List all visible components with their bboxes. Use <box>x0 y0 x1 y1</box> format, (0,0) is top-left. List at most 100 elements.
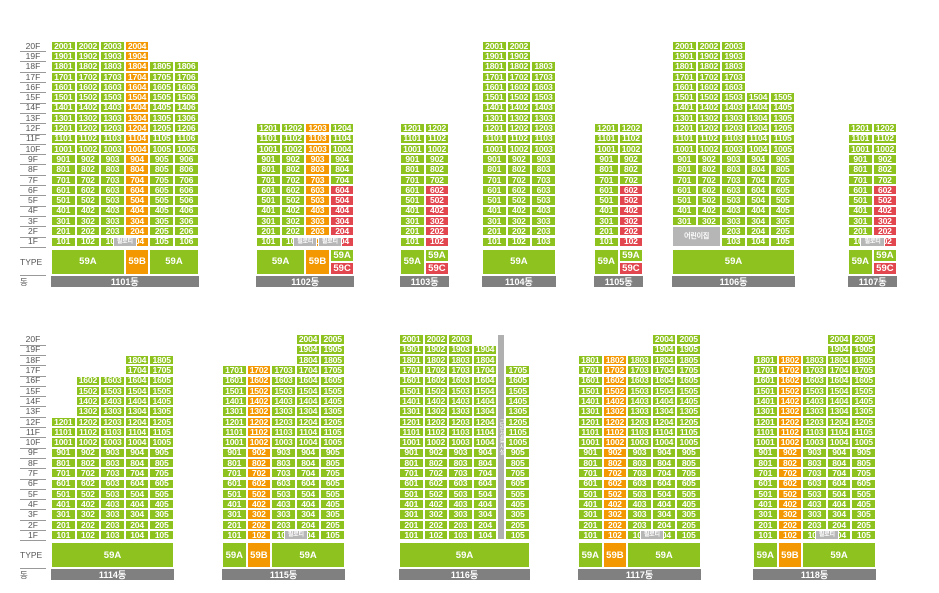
unit-cell: 502 <box>696 195 722 206</box>
unit-cell: 2005 <box>320 334 345 345</box>
unit-cell: 401 <box>51 205 76 216</box>
unit-cell: 502 <box>280 195 306 206</box>
unit-cell: 1305 <box>149 406 174 417</box>
unit-cell: 1705 <box>149 365 174 376</box>
unit-cell: 701 <box>594 174 619 185</box>
unit-cell: 1101 <box>482 133 507 144</box>
unit-cell: 202 <box>75 519 101 530</box>
unit-cell: 401 <box>753 499 778 510</box>
unit-cell: 1602 <box>506 82 532 93</box>
unit-cell: 1503 <box>531 92 556 103</box>
unit-cell: 604 <box>329 185 355 196</box>
type-cell: 59B <box>246 542 272 569</box>
unit-cell: 1002 <box>75 437 101 448</box>
unit-cell: 1001 <box>222 437 247 448</box>
unit-cell: 1603 <box>531 82 556 93</box>
unit-cell: 103 <box>531 236 556 247</box>
unit-cell: 1004 <box>472 437 498 448</box>
floor-label: 19F <box>25 344 41 355</box>
unit-cell: 703 <box>802 468 827 479</box>
unit-cell: 402 <box>280 205 306 216</box>
unit-cell: 1104 <box>745 133 771 144</box>
unit-cell: 1705 <box>320 365 345 376</box>
unit-cell: 703 <box>271 468 296 479</box>
building-name-bar: 1103동 <box>400 275 450 287</box>
unit-cell: 402 <box>423 499 449 510</box>
floor-label: 4F <box>28 205 38 216</box>
unit-cell: 1002 <box>75 143 101 155</box>
unit-cell: 402 <box>872 205 898 216</box>
unit-cell: 1304 <box>472 406 498 417</box>
unit-cell: 706 <box>174 174 199 185</box>
unit-cell: 1304 <box>295 406 321 417</box>
unit-cell: 1302 <box>696 112 722 124</box>
unit-cell: 1405 <box>676 396 701 407</box>
unit-cell: 602 <box>246 478 272 489</box>
unit-cell: 1004 <box>826 437 852 448</box>
unit-cell: 1101 <box>51 133 76 144</box>
unit-cell: 201 <box>578 519 603 530</box>
floor-label: 2F <box>28 226 38 237</box>
unit-cell: 1003 <box>271 437 296 448</box>
floor-divider <box>20 509 46 511</box>
unit-cell: 1803 <box>531 61 556 72</box>
unit-cell: 901 <box>51 447 76 458</box>
unit-cell: 1404 <box>124 396 150 407</box>
unit-cell: 1202 <box>246 416 272 427</box>
unit-cell: 1102 <box>506 133 532 144</box>
unit-cell: 304 <box>295 509 321 520</box>
unit-cell: 201 <box>51 226 76 237</box>
unit-cell: 1201 <box>400 123 425 134</box>
unit-cell: 1905 <box>676 344 701 355</box>
unit-cell: 701 <box>51 174 76 185</box>
unit-cell: 1506 <box>174 92 199 103</box>
floor-divider <box>20 133 46 135</box>
unit-cell: 1501 <box>578 385 603 397</box>
unit-cell: 702 <box>424 174 450 185</box>
unit-cell: 1402 <box>506 102 532 113</box>
unit-cell: 401 <box>578 499 603 510</box>
unit-cell: 2004 <box>826 334 852 345</box>
unit-cell: 1603 <box>802 375 827 386</box>
unit-cell: 1004 <box>295 437 321 448</box>
unit-cell: 701 <box>672 174 697 185</box>
unit-cell: 402 <box>424 205 450 216</box>
unit-cell: 1901 <box>672 51 697 62</box>
unit-cell: 2003 <box>448 334 473 345</box>
unit-cell: 301 <box>399 509 424 520</box>
unit-cell: 1003 <box>100 143 125 155</box>
unit-cell: 1002 <box>246 437 272 448</box>
unit-cell: 1305 <box>320 406 345 417</box>
floor-label: 6F <box>28 478 38 489</box>
unit-cell: 504 <box>745 195 771 206</box>
unit-cell: 1403 <box>721 102 746 113</box>
core-shaft: 근린생활시설 <box>497 334 506 541</box>
unit-cell: 201 <box>848 226 873 237</box>
unit-cell: 305 <box>770 215 795 227</box>
unit-cell: 1101 <box>753 427 778 438</box>
unit-cell: 1102 <box>75 133 101 144</box>
unit-cell: 1702 <box>75 71 101 82</box>
floor-divider <box>20 215 46 217</box>
unit-cell: 505 <box>676 488 701 500</box>
unit-cell: 501 <box>578 488 603 500</box>
unit-cell: 501 <box>51 488 76 500</box>
unit-cell: 702 <box>506 174 532 185</box>
unit-cell: 1505 <box>320 385 345 397</box>
unit-cell: 602 <box>602 478 628 489</box>
unit-cell: 1204 <box>124 416 150 427</box>
unit-cell: 502 <box>75 195 101 206</box>
floor-divider <box>20 185 46 186</box>
pilotis-marker: 필로티 <box>639 530 665 541</box>
unit-cell: 102 <box>602 530 628 541</box>
unit-cell: 1803 <box>802 354 827 366</box>
unit-cell: 1602 <box>246 375 272 386</box>
unit-cell: 901 <box>578 447 603 458</box>
unit-cell: 501 <box>256 195 281 206</box>
unit-cell: 202 <box>618 226 644 237</box>
floor-label: 8F <box>28 164 38 175</box>
unit-cell: 802 <box>777 457 803 469</box>
floor-divider <box>20 246 46 248</box>
unit-cell: 303 <box>802 509 827 520</box>
unit-cell: 1701 <box>672 71 697 82</box>
